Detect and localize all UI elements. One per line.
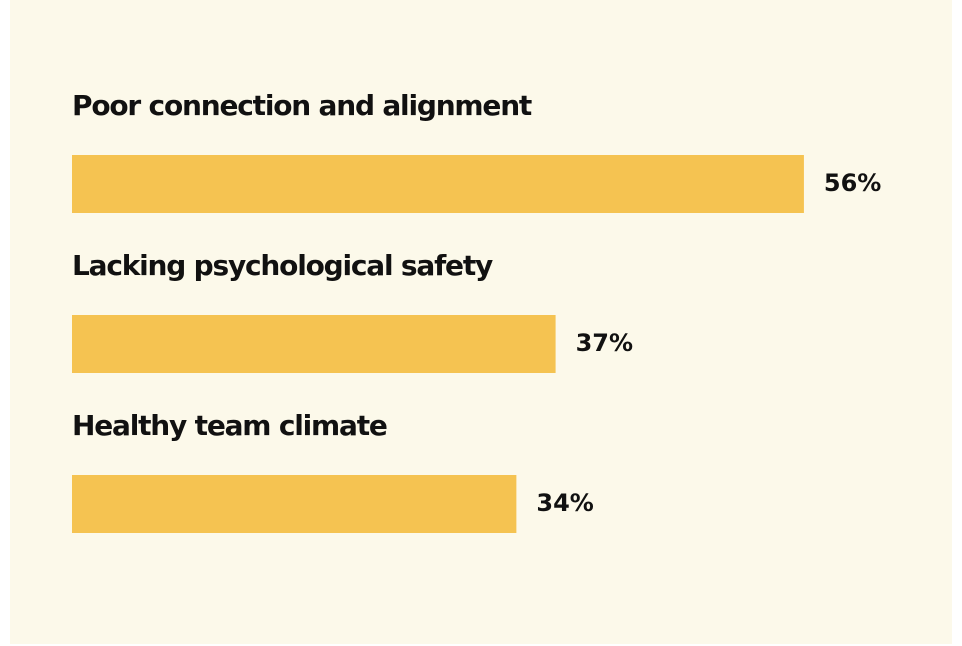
category-label: Poor connection and alignment (72, 89, 532, 122)
category-label: Lacking psychological safety (72, 249, 493, 282)
category-label: Healthy team climate (72, 409, 387, 442)
bar (72, 315, 556, 373)
bar (72, 155, 804, 213)
value-label: 37% (576, 329, 633, 357)
value-label: 34% (536, 489, 593, 517)
value-label: 56% (824, 169, 881, 197)
bar (72, 475, 517, 533)
